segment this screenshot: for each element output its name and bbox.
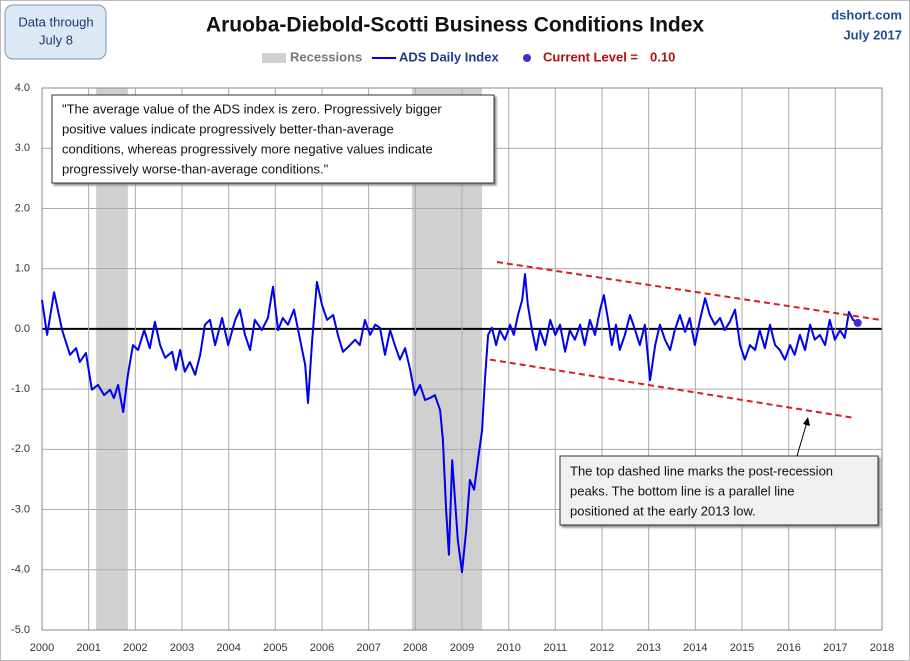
legend-label: Current Level = (543, 49, 638, 64)
x-tick-label: 2018 (870, 642, 894, 654)
annotation-text: "The average value of the ADS index is z… (62, 101, 442, 116)
annotation-box (51, 94, 495, 184)
legend-swatch (523, 54, 531, 62)
trend-line (489, 358, 856, 420)
y-tick-label: 4.0 (15, 82, 30, 94)
x-tick-label: 2011 (544, 642, 568, 654)
x-tick-label: 2004 (216, 642, 240, 654)
x-tick-label: 2016 (776, 642, 800, 654)
x-tick-label: 2017 (823, 642, 847, 654)
x-tick-label: 2002 (123, 642, 147, 654)
y-tick-label: -5.0 (11, 624, 30, 636)
legend: Recessions ADS Daily Index Current Level =… (262, 49, 675, 64)
x-tick-label: 2015 (730, 642, 754, 654)
annotation-text: peaks. The bottom line is a parallel lin… (570, 483, 795, 498)
x-tick-label: 2006 (310, 642, 334, 654)
x-tick-label: 2010 (496, 642, 520, 654)
y-tick-label: 0.0 (15, 323, 30, 335)
legend-swatch (262, 53, 286, 63)
x-tick-label: 2001 (76, 642, 100, 654)
trend-line (496, 261, 881, 321)
x-tick-label: 2005 (263, 642, 287, 654)
y-tick-label: 2.0 (15, 202, 30, 214)
x-tick-label: 2008 (403, 642, 427, 654)
series-line (41, 273, 859, 574)
data-note: July 8 (39, 32, 73, 47)
y-tick-label: -1.0 (11, 383, 30, 395)
x-tick-label: 2013 (636, 642, 660, 654)
annotation-text: progressively worse-than-average conditi… (62, 161, 329, 176)
annotation-text: positive values indicate progressively b… (62, 121, 394, 136)
x-tick-label: 2009 (450, 642, 474, 654)
x-tick-label: 2007 (356, 642, 380, 654)
y-tick-label: 1.0 (15, 263, 30, 275)
current-level-point (853, 318, 862, 327)
x-tick-label: 2000 (30, 642, 54, 654)
annotation-box (559, 455, 879, 526)
arrow (796, 421, 808, 457)
data-note-box (4, 4, 107, 60)
legend-label: ADS Daily Index (399, 49, 499, 64)
annotation-text: conditions, whereas progressively more n… (62, 141, 433, 156)
annotations: "The average value of the ADS index is z… (51, 94, 879, 526)
y-tick-label: 3.0 (15, 142, 30, 154)
annotation-text: positioned at the early 2013 low. (570, 503, 756, 518)
y-tick-label: -2.0 (11, 443, 30, 455)
legend-label: Recessions (290, 49, 362, 64)
y-tick-label: -4.0 (11, 564, 30, 576)
x-tick-label: 2003 (170, 642, 194, 654)
plot-border (41, 87, 883, 631)
source: July 2017 (843, 27, 902, 42)
x-tick-label: 2012 (590, 642, 614, 654)
legend-value: 0.10 (650, 49, 675, 64)
x-tick-label: 2014 (683, 642, 707, 654)
data-note: Data through (18, 14, 93, 29)
y-tick-label: -3.0 (11, 503, 30, 515)
arrow-head (803, 417, 810, 426)
annotation-text: The top dashed line marks the post-reces… (570, 463, 833, 478)
chart-title: Aruoba-Diebold-Scotti Business Condition… (206, 14, 705, 37)
source: dshort.com (831, 7, 902, 22)
